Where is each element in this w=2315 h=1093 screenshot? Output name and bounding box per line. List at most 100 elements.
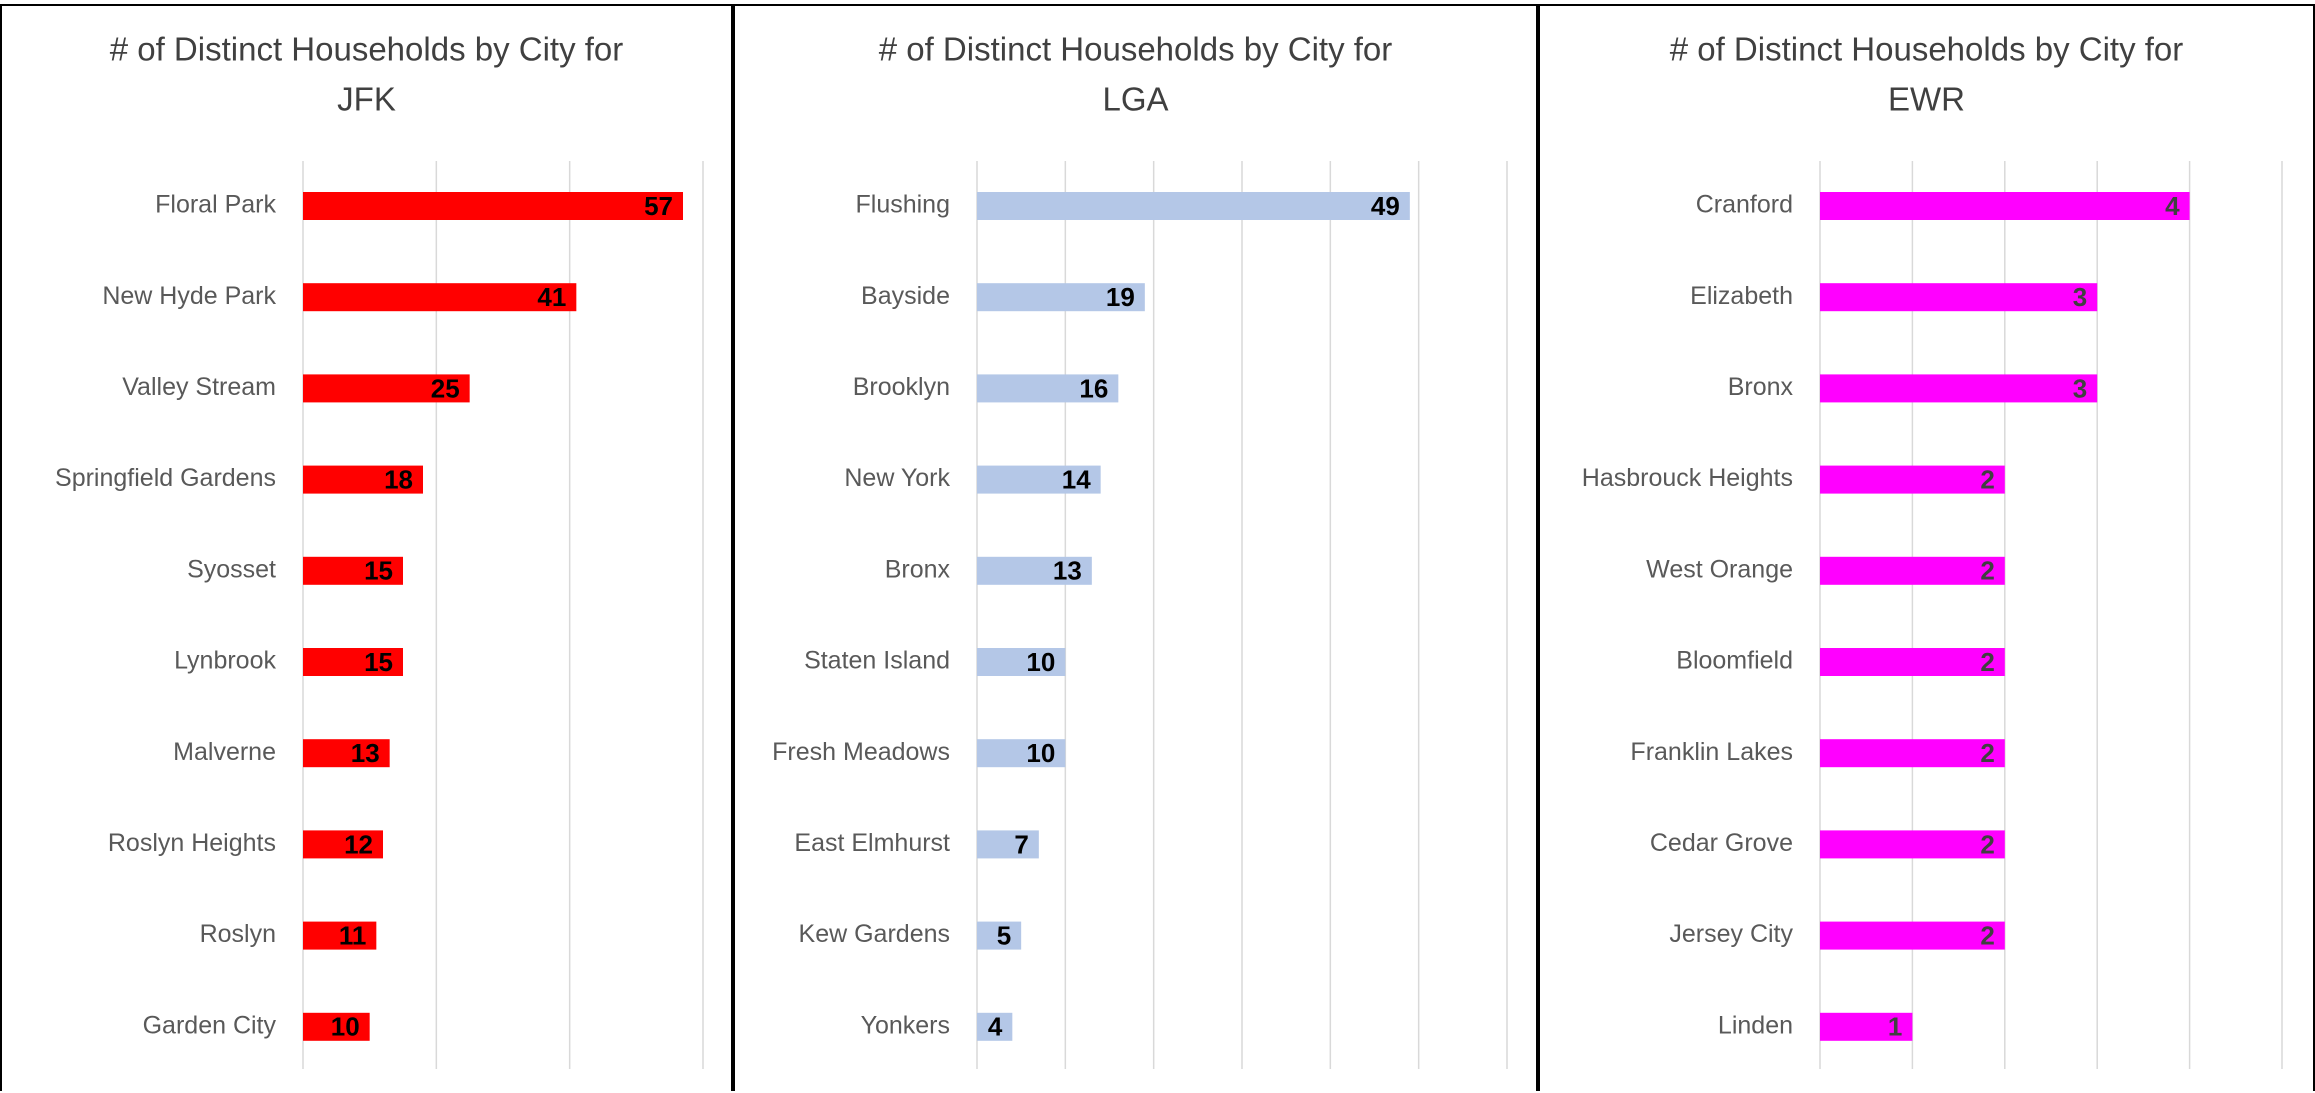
bar (977, 374, 1119, 403)
value-label: 4 (2165, 191, 2180, 221)
value-label: 2 (1980, 829, 1994, 859)
bar (303, 1012, 370, 1041)
category-label: Garden City (143, 1011, 277, 1039)
value-label: 4 (988, 1012, 1003, 1042)
bar (977, 648, 1066, 676)
value-label: 10 (331, 1012, 360, 1042)
value-label: 57 (644, 191, 673, 221)
bar (977, 192, 1410, 220)
value-label: 16 (1079, 373, 1108, 403)
category-label: Roslyn Heights (108, 829, 276, 857)
value-label: 10 (1026, 738, 1055, 768)
bar (977, 465, 1101, 494)
value-label: 13 (351, 738, 380, 768)
bar (977, 739, 1066, 768)
bar (303, 739, 390, 768)
bar (303, 648, 403, 676)
category-label: Elizabeth (1690, 282, 1793, 310)
value-label: 1 (1888, 1012, 1902, 1042)
bar (1820, 374, 2098, 403)
chart-panel: # of Distinct Households by City for JFK F… (0, 4, 733, 1091)
category-label: Franklin Lakes (1630, 738, 1793, 766)
category-label: New Hyde Park (102, 282, 276, 310)
value-label: 12 (344, 829, 373, 859)
value-label: 5 (997, 920, 1011, 950)
bar (1820, 465, 2005, 494)
category-label: Bayside (861, 282, 950, 310)
value-label: 10 (1026, 647, 1055, 677)
bar (1820, 192, 2190, 220)
value-label: 41 (537, 282, 566, 312)
value-label: 19 (1106, 282, 1135, 312)
bar (303, 465, 423, 494)
category-label: Kew Gardens (799, 920, 950, 948)
value-label: 14 (1062, 464, 1091, 494)
value-label: 2 (1980, 647, 1994, 677)
value-label: 15 (364, 647, 393, 677)
category-label: Flushing (856, 191, 951, 219)
category-label: Yonkers (861, 1011, 950, 1039)
category-label: Cranford (1696, 191, 1793, 219)
category-label: Roslyn (200, 920, 276, 948)
category-label: West Orange (1646, 555, 1793, 583)
category-label: Bloomfield (1676, 647, 1793, 675)
category-label: Valley Stream (122, 373, 276, 401)
category-label: Bronx (885, 555, 951, 583)
category-label: Floral Park (155, 191, 276, 219)
category-label: Linden (1718, 1011, 1793, 1039)
chart-title: LGA (1102, 81, 1168, 118)
bar (1820, 830, 2005, 859)
bar (303, 192, 683, 220)
value-label: 25 (431, 373, 460, 403)
chart-title: JFK (337, 81, 396, 118)
value-label: 2 (1980, 464, 1994, 494)
bar (977, 1012, 1013, 1041)
value-label: 2 (1980, 920, 1994, 950)
bar (1820, 556, 2005, 585)
chart-title: # of Distinct Households by City for (879, 31, 1393, 68)
category-label: Staten Island (804, 647, 950, 675)
category-label: Lynbrook (174, 647, 276, 675)
value-label: 11 (339, 920, 367, 950)
category-label: Hasbrouck Heights (1582, 464, 1793, 492)
bar (977, 830, 1039, 859)
category-label: Syosset (187, 555, 276, 583)
category-label: Bronx (1728, 373, 1794, 401)
category-label: East Elmhurst (794, 829, 950, 857)
value-label: 15 (364, 556, 393, 586)
bar (1820, 648, 2005, 676)
bar (303, 374, 470, 403)
bar (977, 921, 1022, 950)
category-label: Jersey City (1669, 920, 1793, 948)
category-label: Springfield Gardens (55, 464, 276, 492)
chart-title: # of Distinct Households by City for (110, 31, 624, 68)
bar (977, 283, 1145, 312)
bar (977, 556, 1092, 585)
bar (303, 556, 403, 585)
value-label: 3 (2073, 282, 2087, 312)
value-label: 2 (1980, 738, 1994, 768)
value-label: 13 (1053, 556, 1082, 586)
bar (1820, 921, 2005, 950)
chart: # of Distinct Households by City for EWR C… (1582, 31, 2283, 1069)
bar (303, 830, 383, 859)
chart-panel: # of Distinct Households by City for LGA F… (733, 4, 1538, 1091)
chart-title: EWR (1888, 81, 1965, 118)
category-label: Malverne (173, 738, 276, 766)
chart-panel: # of Distinct Households by City for EWR C… (1538, 4, 2315, 1091)
chart-title: # of Distinct Households by City for (1670, 31, 2184, 68)
bar (303, 283, 577, 312)
category-label: Cedar Grove (1650, 829, 1793, 857)
category-label: New York (844, 464, 950, 492)
value-label: 7 (1014, 829, 1028, 859)
category-label: Fresh Meadows (772, 738, 950, 766)
bar (1820, 739, 2005, 768)
value-label: 3 (2073, 373, 2087, 403)
chart: # of Distinct Households by City for JFK F… (55, 31, 704, 1069)
bar (1820, 283, 2098, 312)
chart: # of Distinct Households by City for LGA F… (772, 31, 1508, 1069)
value-label: 18 (384, 464, 413, 494)
value-label: 2 (1980, 556, 1994, 586)
bar (1820, 1012, 1913, 1041)
bar (303, 921, 377, 950)
